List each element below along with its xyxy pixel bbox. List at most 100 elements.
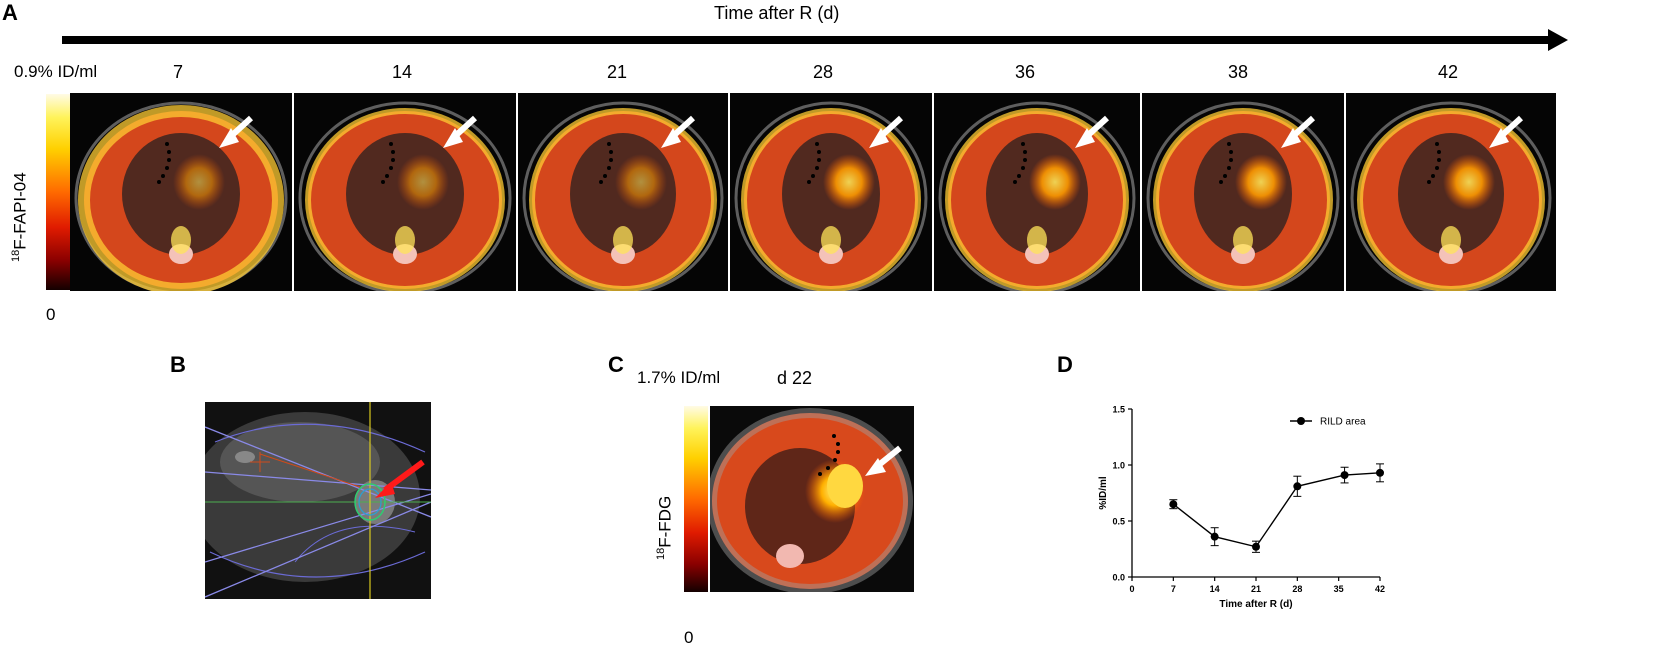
boundary-dot (165, 142, 169, 146)
heart-uptake (397, 154, 449, 210)
lesion-arrow-head (869, 128, 889, 148)
rild-chart: 0.0 0.5 1.0 1.5 0 7 14 21 28 35 42 Time after R (d)… (1098, 405, 1385, 611)
radiation-plan-image (205, 402, 431, 599)
body-edge-uptake (741, 108, 921, 291)
boundary-dot (607, 166, 611, 170)
boundary-dot (389, 166, 393, 170)
x-tick-label: 14 (1210, 584, 1220, 594)
boundary-dot (1021, 166, 1025, 170)
y-tick-label: 0.5 (1112, 517, 1125, 527)
fdg-scale-max: 1.7% ID/ml (637, 368, 721, 387)
pet-scan-day-42 (1346, 93, 1556, 291)
pet-scan-day-21 (518, 93, 728, 291)
scanner-ring (522, 101, 724, 291)
scanner-ring (298, 101, 512, 291)
boundary-dot (1427, 180, 1431, 184)
boundary-dot (817, 158, 821, 162)
time-axis-title: Time after R (d) (714, 3, 840, 23)
data-point (1252, 542, 1260, 551)
day-label-7: 7 (172, 62, 183, 82)
fapi-colorbar (46, 94, 70, 290)
boundary-dot (1021, 142, 1025, 146)
body-edge-uptake (305, 108, 505, 291)
boundary-dot (167, 150, 171, 154)
panel-label-b: B (170, 352, 186, 377)
y-tick-label: 1.5 (1112, 405, 1125, 415)
boundary-dot (1437, 150, 1441, 154)
boundary-dot (385, 174, 389, 178)
boundary-dot (817, 150, 821, 154)
boundary-dot (599, 180, 603, 184)
data-point (1293, 482, 1302, 491)
series-line (1172, 472, 1381, 548)
y-tick-label: 1.0 (1112, 461, 1125, 471)
boundary-dot (157, 180, 161, 184)
boundary-dot (1013, 180, 1017, 184)
day-label-42: 42 (1437, 62, 1459, 82)
heart-uptake (1029, 154, 1081, 210)
boundary-dot (1437, 158, 1441, 162)
boundary-dot (381, 180, 385, 184)
heart-uptake (823, 154, 875, 210)
time-arrow-shaft (62, 36, 1552, 44)
boundary-dot (609, 150, 613, 154)
boundary-dot (1017, 174, 1021, 178)
fdg-tracer-name: F-FDG (655, 495, 675, 548)
scanner-ring (734, 101, 928, 291)
heart-uptake (615, 154, 667, 210)
legend-marker (1297, 417, 1305, 425)
boundary-dot (811, 174, 815, 178)
boundary-dot (807, 180, 811, 184)
panel-label-c: C (608, 352, 624, 377)
panel-label-d: D (1057, 352, 1073, 377)
boundary-dot (603, 174, 607, 178)
boundary-dot (815, 166, 819, 170)
fdg-tracer-isotope: 18 (655, 547, 667, 560)
spine-uptake (1441, 226, 1461, 254)
boundary-dot (161, 174, 165, 178)
lesion-arrow-head (661, 128, 681, 148)
data-point (1376, 468, 1384, 477)
fapi-tracer-label: 18F-FAPI-04 (10, 172, 31, 262)
pet-scan-day-28 (730, 93, 932, 291)
boundary-dot (1223, 174, 1227, 178)
body-edge-uptake (529, 108, 717, 291)
scanner-ring (1146, 101, 1340, 291)
fdg-scale-min: 0 (684, 628, 694, 647)
fapi-scale-max: 0.9% ID/ml (14, 62, 98, 81)
boundary-dot (165, 166, 169, 170)
body-edge-uptake (945, 108, 1129, 291)
scanner-ring (938, 101, 1136, 291)
fdg-pet-scan (710, 406, 914, 592)
pet-scan-day-38 (1142, 93, 1344, 291)
data-point (1210, 532, 1219, 541)
chart-axes: 0.0 0.5 1.0 1.5 0 7 14 21 28 35 42 Time after R (d)… (1098, 405, 1385, 611)
body-edge-uptake (1153, 108, 1333, 291)
boundary-dot (1219, 180, 1223, 184)
heart-uptake (1443, 154, 1495, 210)
boundary-dot (609, 158, 613, 162)
scanner-ring (74, 101, 288, 291)
lesion-arrow-head (1489, 128, 1509, 148)
y-tick-label: 0.0 (1112, 573, 1125, 583)
chart-marks (1169, 463, 1384, 553)
spine-uptake (613, 226, 633, 254)
spine-uptake (1027, 226, 1047, 254)
x-axis-label: Time after R (d) (1219, 599, 1292, 610)
x-tick-label: 7 (1171, 584, 1176, 594)
boundary-dot (391, 150, 395, 154)
pet-scan-day-36 (934, 93, 1140, 291)
fapi-tracer-isotope: 18 (10, 249, 22, 262)
body-edge-uptake (78, 105, 284, 291)
x-tick-label: 0 (1129, 584, 1134, 594)
boundary-dot (1023, 158, 1027, 162)
x-tick-label: 42 (1375, 584, 1385, 594)
x-tick-label: 21 (1251, 584, 1261, 594)
time-arrow-head (1548, 29, 1568, 51)
boundary-dot (1431, 174, 1435, 178)
fdg-day-label: d 22 (777, 368, 813, 388)
boundary-dot (389, 142, 393, 146)
boundary-dot (391, 158, 395, 162)
day-label-28: 28 (812, 62, 834, 82)
lesion-arrow-head (443, 128, 463, 148)
